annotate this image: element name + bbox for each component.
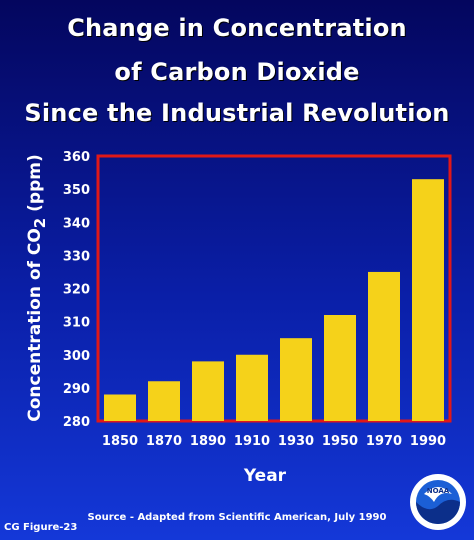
chart-title-line-1: Change in Concentration	[67, 14, 407, 42]
y-axis-title-main: Concentration of CO	[25, 228, 45, 422]
x-tick-label: 1990	[410, 434, 446, 449]
noaa-logo-icon: NOAA	[410, 474, 466, 530]
bar-1890	[192, 361, 224, 421]
bar-1910	[236, 354, 268, 421]
bar-1870	[148, 381, 180, 421]
logo-text: NOAA	[427, 487, 450, 495]
x-tick-label: 1890	[190, 434, 226, 449]
x-tick-label: 1850	[102, 434, 138, 449]
bar-1850	[104, 394, 136, 421]
y-axis-title: Concentration of CO2 (ppm)	[25, 154, 49, 421]
y-tick-label: 280	[63, 415, 90, 430]
x-tick-label: 1950	[322, 434, 358, 449]
y-tick-label: 290	[63, 382, 90, 397]
y-axis-ticks: 280 290 300 310 320 330 340 350 360	[63, 150, 90, 430]
x-tick-label: 1910	[234, 434, 270, 449]
bar-1950	[324, 315, 356, 421]
x-tick-label: 1930	[278, 434, 314, 449]
y-tick-label: 310	[63, 316, 90, 331]
y-axis-title-unit: (ppm)	[25, 154, 45, 218]
y-tick-label: 330	[63, 249, 90, 264]
y-tick-label: 350	[63, 183, 90, 198]
y-tick-label: 320	[63, 283, 90, 298]
bar-1930	[280, 338, 312, 421]
figure-id: CG Figure-23	[4, 522, 78, 533]
x-axis-ticks: 1850 1870 1890 1910 1930 1950 1970 1990	[102, 434, 446, 449]
y-tick-label: 360	[63, 150, 90, 165]
x-tick-label: 1870	[146, 434, 182, 449]
y-tick-label: 300	[63, 349, 90, 364]
bar-1970	[368, 271, 400, 421]
chart-title-line-3: Since the Industrial Revolution	[24, 99, 450, 127]
bar-1990	[412, 179, 444, 421]
bar-group	[104, 179, 444, 421]
source-note: Source - Adapted from Scientific America…	[87, 512, 387, 523]
y-axis-title-subscript: 2	[31, 218, 49, 228]
chart-title-line-2: of Carbon Dioxide	[114, 58, 360, 86]
plot-frame	[96, 154, 452, 423]
x-axis-title: Year	[243, 466, 287, 486]
x-tick-label: 1970	[366, 434, 402, 449]
y-tick-label: 340	[63, 216, 90, 231]
